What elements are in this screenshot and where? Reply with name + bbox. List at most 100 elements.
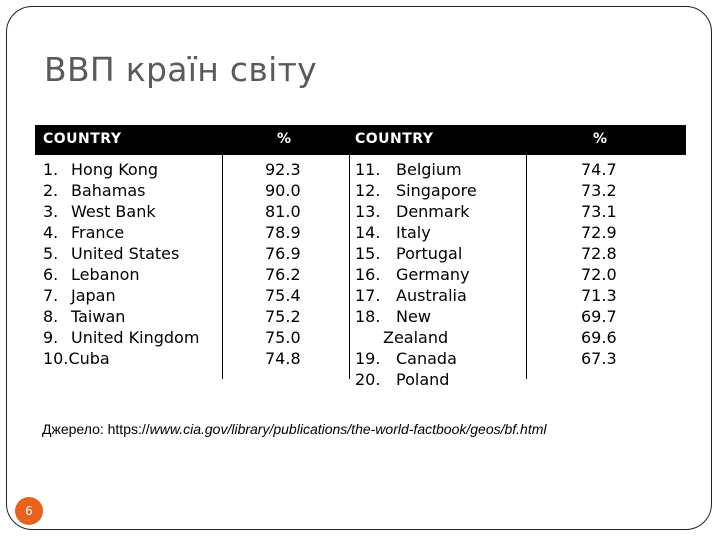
percent-value: 72.8 — [581, 244, 617, 263]
country-name: Canada — [396, 349, 457, 368]
rank: 8. — [43, 307, 59, 326]
country-name: Italy — [396, 223, 431, 242]
table-row: 8. Taiwan — [43, 306, 199, 327]
source-label: Джерело: https:// — [42, 421, 150, 437]
percent-value: 76.9 — [265, 244, 301, 263]
country-name: Lebanon — [71, 265, 140, 284]
rank: 9. — [43, 328, 59, 347]
country-name: Poland — [396, 370, 450, 389]
table-row: 14. Italy — [355, 222, 477, 243]
percent-value: 75.4 — [265, 286, 301, 305]
country-name: West Bank — [71, 202, 156, 221]
rank: 15. — [355, 244, 381, 263]
table-row: 11. Belgium — [355, 159, 477, 180]
country-name: France — [71, 223, 125, 242]
table-row: 20. Poland — [355, 369, 477, 390]
table-row: 1. Hong Kong — [43, 159, 199, 180]
table-row: 19. Canada — [355, 348, 477, 369]
percent-value: 74.7 — [581, 160, 617, 179]
country-name: Belgium — [396, 160, 462, 179]
rank: 6. — [43, 265, 59, 284]
column-divider — [526, 155, 527, 379]
gdp-table: COUNTRY % COUNTRY % 1. Hong Kong 2. Bahama… — [35, 125, 686, 389]
table-header: COUNTRY % COUNTRY % — [35, 125, 686, 155]
table-row: 9. United Kingdom — [43, 327, 199, 348]
header-percent-left: % — [277, 131, 292, 147]
table-row: 18. New — [355, 306, 477, 327]
percent-value: 90.0 — [265, 181, 301, 200]
country-name: Australia — [396, 286, 467, 305]
percent-value: 72.0 — [581, 265, 617, 284]
rank: 4. — [43, 223, 59, 242]
country-name: United States — [71, 244, 180, 263]
rank: 20. — [355, 370, 381, 389]
rank: 5. — [43, 244, 59, 263]
country-name: United Kingdom — [71, 328, 200, 347]
table-row: 2. Bahamas — [43, 180, 199, 201]
rank: 14. — [355, 223, 381, 242]
country-name: Denmark — [396, 202, 470, 221]
country-name: Germany — [396, 265, 470, 284]
column-divider — [222, 155, 223, 379]
table-row: 15. Portugal — [355, 243, 477, 264]
country-name: New — [396, 307, 431, 326]
right-country-list: 11. Belgium 12. Singapore 13. Denmark 14. It… — [355, 159, 477, 390]
percent-value: 72.9 — [581, 223, 617, 242]
rank: 1. — [43, 160, 59, 179]
percent-value: 67.3 — [581, 349, 617, 368]
table-row: 10.Cuba — [43, 348, 199, 369]
table-row: 7. Japan — [43, 285, 199, 306]
rank: 3. — [43, 202, 59, 221]
table-row: 5. United States — [43, 243, 199, 264]
table-row: 12. Singapore — [355, 180, 477, 201]
percent-value: 69.6 — [581, 328, 617, 347]
table-row: 4. France — [43, 222, 199, 243]
right-percent-list: 74.7 73.2 73.1 72.9 72.8 72.0 71.3 69.7 … — [581, 159, 617, 369]
rank: 17. — [355, 286, 381, 305]
percent-value: 81.0 — [265, 202, 301, 221]
rank: 13. — [355, 202, 381, 221]
rank: 16. — [355, 265, 381, 284]
country-name: Cuba — [68, 349, 110, 368]
header-percent-right: % — [593, 131, 608, 147]
percent-value: 73.1 — [581, 202, 617, 221]
percent-value: 71.3 — [581, 286, 617, 305]
table-row: 17. Australia — [355, 285, 477, 306]
rank: 18. — [355, 307, 381, 326]
table-row: 6. Lebanon — [43, 264, 199, 285]
country-name: Hong Kong — [71, 160, 158, 179]
source-url[interactable]: www.cia.gov/library/publications/the-wor… — [149, 421, 547, 437]
rank: 11. — [355, 160, 381, 179]
table-row: 16. Germany — [355, 264, 477, 285]
left-percent-list: 92.3 90.0 81.0 78.9 76.9 76.2 75.4 75.2 … — [265, 159, 301, 369]
country-name: Japan — [71, 286, 116, 305]
percent-value: 75.2 — [265, 307, 301, 326]
header-country-right: COUNTRY — [355, 131, 434, 147]
percent-value: 69.7 — [581, 307, 617, 326]
slide-number-badge: 6 — [15, 497, 43, 525]
source-note: Джерело: https://www.cia.gov/library/pub… — [42, 421, 547, 437]
percent-value: 78.9 — [265, 223, 301, 242]
slide-title: ВВП країн світу — [44, 50, 317, 89]
header-country-left: COUNTRY — [43, 131, 122, 147]
table-row: 13. Denmark — [355, 201, 477, 222]
country-name-continuation: Zealand — [383, 328, 449, 347]
rank: 12. — [355, 181, 381, 200]
rank: 19. — [355, 349, 381, 368]
slide-frame — [6, 6, 712, 530]
percent-value: 73.2 — [581, 181, 617, 200]
country-name: Portugal — [396, 244, 463, 263]
country-name: Bahamas — [71, 181, 146, 200]
table-row: 3. West Bank — [43, 201, 199, 222]
rank: 10. — [43, 349, 69, 368]
rank: 2. — [43, 181, 59, 200]
country-name: Taiwan — [71, 307, 126, 326]
percent-value: 75.0 — [265, 328, 301, 347]
left-country-list: 1. Hong Kong 2. Bahamas 3. West Bank 4. Fran… — [43, 159, 199, 369]
rank: 7. — [43, 286, 59, 305]
country-name: Singapore — [396, 181, 477, 200]
percent-value: 76.2 — [265, 265, 301, 284]
percent-value: 92.3 — [265, 160, 301, 179]
column-divider — [349, 155, 350, 379]
percent-value: 74.8 — [265, 349, 301, 368]
